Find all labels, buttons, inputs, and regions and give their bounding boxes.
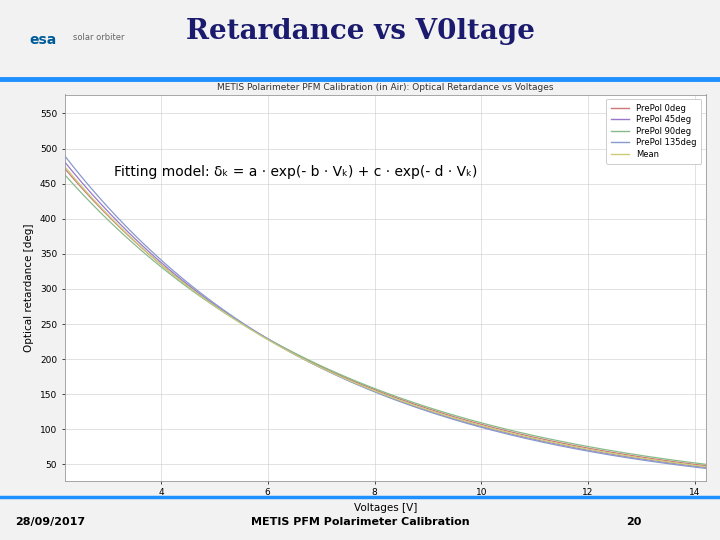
Mean	[543, 438, 552, 444]
PrePol 90deg	[174, 277, 182, 284]
Text: esa: esa	[30, 33, 57, 48]
Text: Fitting model: δₖ = a · exp(- b · Vₖ) + c · exp(- d · Vₖ): Fitting model: δₖ = a · exp(- b · Vₖ) + …	[114, 165, 477, 179]
PrePol 0deg	[174, 275, 182, 282]
PrePol 90deg	[488, 423, 497, 429]
PrePol 0deg	[543, 437, 552, 443]
Mean	[488, 426, 497, 432]
PrePol 135deg	[543, 440, 552, 447]
PrePol 0deg	[488, 424, 497, 430]
Line: Mean: Mean	[65, 167, 706, 467]
PrePol 45deg	[60, 159, 69, 165]
Text: Retardance vs V0ltage: Retardance vs V0ltage	[186, 18, 534, 45]
PrePol 135deg	[174, 272, 182, 278]
PrePol 0deg	[351, 379, 359, 385]
PrePol 135deg	[351, 380, 359, 387]
PrePol 90deg	[225, 313, 234, 319]
PrePol 90deg	[438, 409, 446, 415]
X-axis label: Voltages [V]: Voltages [V]	[354, 503, 417, 513]
PrePol 45deg	[543, 439, 552, 446]
Mean	[174, 275, 182, 282]
Text: METIS PFM Polarimeter Calibration: METIS PFM Polarimeter Calibration	[251, 517, 469, 526]
PrePol 0deg	[225, 312, 234, 319]
Mean	[60, 164, 69, 170]
Mean	[225, 313, 234, 319]
PrePol 45deg	[488, 426, 497, 433]
Mean	[701, 463, 710, 470]
PrePol 45deg	[174, 274, 182, 280]
Mean	[438, 411, 446, 418]
Line: PrePol 135deg: PrePol 135deg	[65, 156, 706, 468]
Legend: PrePol 0deg, PrePol 45deg, PrePol 90deg, PrePol 135deg, Mean: PrePol 0deg, PrePol 45deg, PrePol 90deg,…	[606, 99, 701, 164]
PrePol 0deg	[438, 410, 446, 416]
Text: 20: 20	[626, 517, 642, 526]
Title: METIS Polarimeter PFM Calibration (in Air): Optical Retardance vs Voltages: METIS Polarimeter PFM Calibration (in Ai…	[217, 83, 554, 92]
Line: PrePol 0deg: PrePol 0deg	[65, 168, 706, 465]
PrePol 135deg	[225, 311, 234, 318]
PrePol 135deg	[701, 465, 710, 471]
PrePol 45deg	[351, 380, 359, 386]
PrePol 135deg	[438, 413, 446, 419]
PrePol 90deg	[543, 435, 552, 442]
PrePol 45deg	[701, 464, 710, 471]
PrePol 0deg	[60, 165, 69, 172]
Y-axis label: Optical retardance [deg]: Optical retardance [deg]	[24, 224, 35, 352]
PrePol 90deg	[701, 461, 710, 468]
PrePol 90deg	[351, 377, 359, 384]
PrePol 90deg	[60, 172, 69, 178]
Text: 28/09/2017: 28/09/2017	[15, 517, 86, 526]
PrePol 0deg	[701, 462, 710, 469]
Text: solar orbiter: solar orbiter	[73, 33, 125, 42]
Line: PrePol 90deg: PrePol 90deg	[65, 175, 706, 464]
PrePol 135deg	[488, 427, 497, 434]
Mean	[351, 380, 359, 386]
PrePol 45deg	[225, 312, 234, 319]
PrePol 45deg	[438, 412, 446, 418]
Line: PrePol 45deg: PrePol 45deg	[65, 162, 706, 468]
PrePol 135deg	[60, 153, 69, 159]
